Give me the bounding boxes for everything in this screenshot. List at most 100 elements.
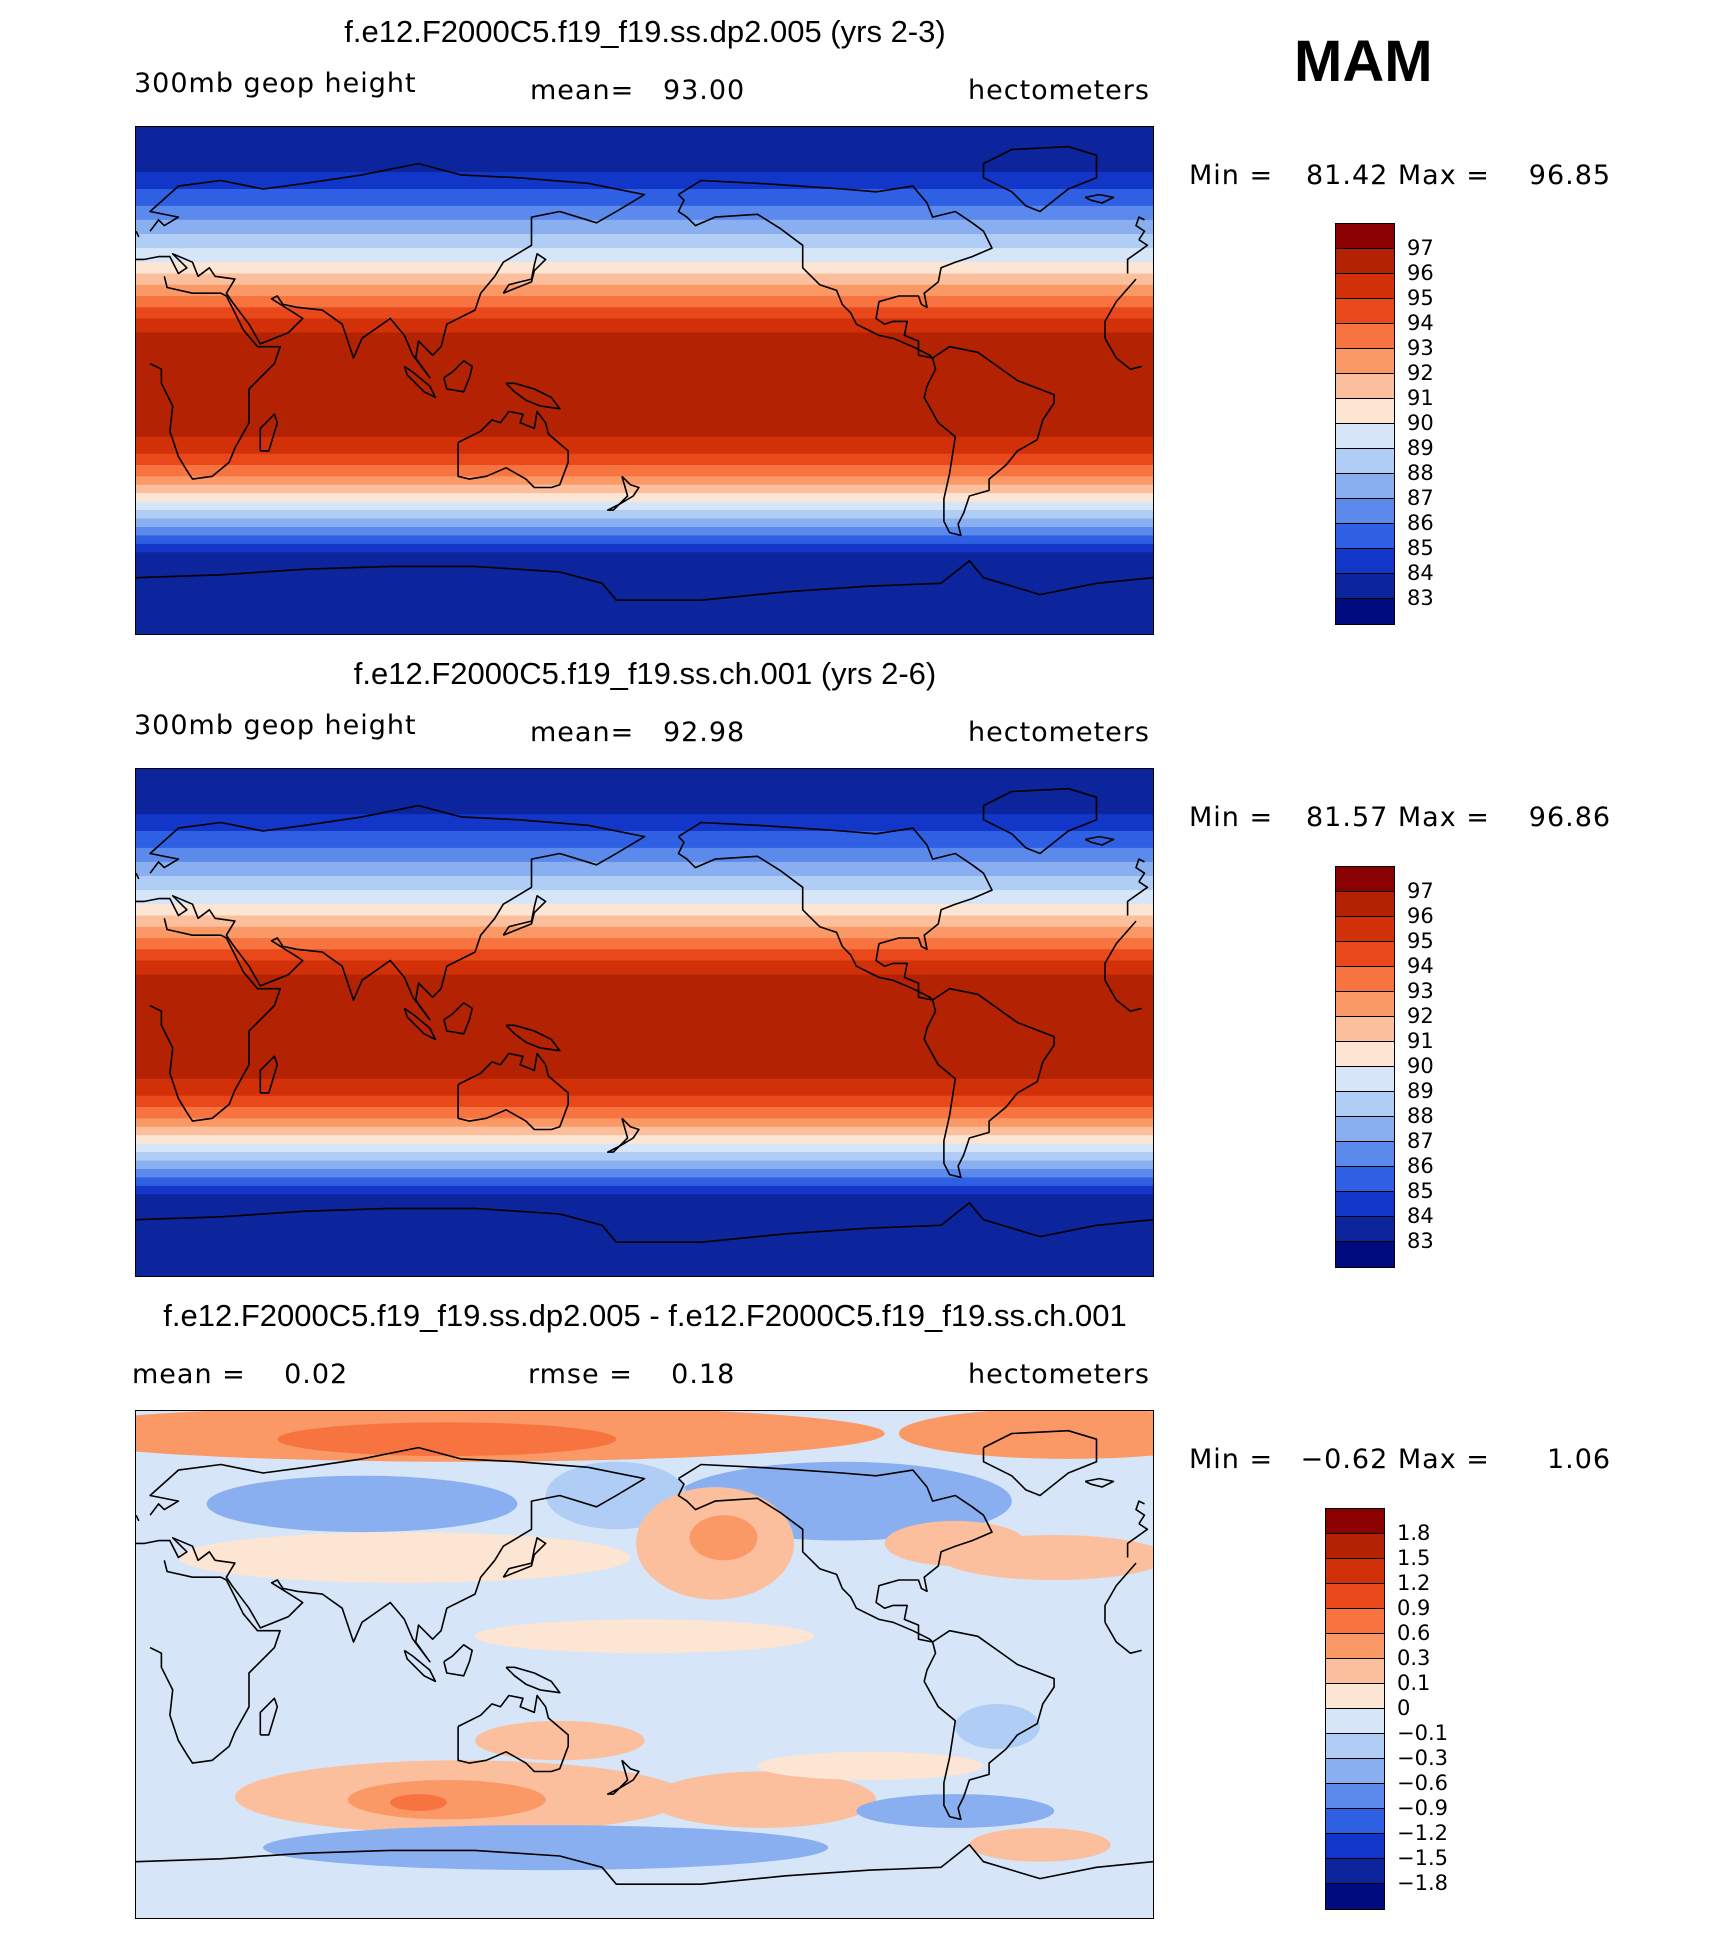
colorbar-label: 89 [1407,436,1434,460]
colorbar-label: 84 [1407,1204,1434,1228]
coastline-madagascar [259,413,279,452]
panel-1-min-label: Min = [1189,160,1274,191]
panel-3-min-label: Min = [1189,1444,1274,1475]
colorbar-segment-0 [1326,1509,1384,1534]
coastline-antarctica-coast [136,560,1153,601]
colorbar-label: 94 [1407,311,1434,335]
panel-1-mean: mean= 93.00 [530,75,746,106]
height-band-2 [136,831,1153,849]
colorbar-label: 91 [1407,1029,1434,1053]
panel-2-title: f.e12.F2000C5.f19_f19.ss.ch.001 (yrs 2-6… [353,656,937,691]
colorbar-label: 95 [1407,929,1434,953]
panel-1-max-value: 96.85 [1528,160,1612,191]
height-field [136,127,1153,634]
difference-anomaly-17 [650,1771,877,1828]
difference-anomaly-18 [475,1720,645,1761]
coastline-africa-2 [1104,337,1142,370]
coastline-new-zealand [607,1117,640,1153]
colorbar-segment-15 [1336,599,1394,624]
height-band-13 [136,332,1153,438]
coastline-new-guinea [505,382,561,410]
panel-3-mean: mean = 0.02 [132,1359,349,1390]
colorbar-label: 1.8 [1397,1521,1431,1545]
coastline-britain-2 [1135,858,1146,883]
colorbar-segment-7 [1326,1684,1384,1709]
difference-field [136,1411,1153,1918]
height-band-20 [136,501,1153,511]
difference-anomaly-13 [941,1535,1153,1580]
difference-anomaly-10 [689,1515,758,1561]
difference-anomaly-23 [856,1794,1055,1828]
colorbar-label: 93 [1407,336,1434,360]
colorbar-segment-9 [1336,449,1394,474]
colorbar-label: −0.9 [1397,1796,1448,1820]
height-band-9 [136,284,1153,297]
height-band-1 [136,814,1153,832]
height-band-22 [136,518,1153,528]
height-band-3 [136,205,1153,221]
colorbar-label: 87 [1407,486,1434,510]
coastline-africa-1 [149,1560,281,1764]
coastline-new-zealand [607,1759,640,1795]
colorbar-segment-9 [1326,1734,1384,1759]
coastline-eurasia-1 [1126,881,1149,916]
difference-anomaly-22 [263,1825,829,1871]
panel-1-max-label: Max = [1397,160,1490,191]
coastline-iceland [1084,1477,1115,1488]
height-band-4 [136,861,1153,877]
coastline-australia [457,410,569,489]
colorbar-label: −0.1 [1397,1721,1448,1745]
coastline-south-america [923,345,1055,537]
panel-2-variable: 300mb geop height [134,710,417,741]
coastline-borneo [443,1644,473,1677]
height-band-18 [136,1126,1153,1136]
height-band-4 [136,219,1153,235]
colorbar-segment-5 [1326,1634,1384,1659]
coastline-britain-2 [1135,216,1146,241]
height-band-23 [136,1169,1153,1179]
colorbar-segment-8 [1336,1067,1394,1092]
panel-1-map-svg [136,127,1153,634]
coastline-africa-1 [149,918,281,1122]
colorbar-segment-10 [1326,1759,1384,1784]
panel-1-title: f.e12.F2000C5.f19_f19.ss.dp2.005 (yrs 2-… [344,14,946,49]
colorbar-segment-15 [1326,1884,1384,1909]
coastline-sumatra [403,365,437,399]
colorbar-label: 85 [1407,536,1434,560]
height-band-1 [136,172,1153,190]
height-band-24 [136,535,1153,545]
panel-1-units: hectometers [968,75,1150,106]
panel-3-minmax: Min = −0.62 Max = 1.06 [1189,1444,1611,1475]
height-band-8 [136,273,1153,286]
coastlines [136,787,1153,1243]
height-band-7 [136,262,1153,275]
colorbar-segment-7 [1336,399,1394,424]
colorbar-segment-13 [1336,1192,1394,1217]
colorbar-segment-8 [1336,424,1394,449]
coastline-borneo [443,1002,473,1035]
coastline-britain-1 [136,1514,140,1522]
colorbar-label: −1.8 [1397,1871,1448,1895]
height-band-14 [136,1078,1153,1097]
coastline-iceland [1084,835,1115,846]
coastline-britain-2 [1135,1500,1146,1525]
colorbar-segment-0 [1336,867,1394,892]
colorbar-label: 87 [1407,1129,1434,1153]
panel-3-title: f.e12.F2000C5.f19_f19.ss.dp2.005 - f.e12… [163,1298,1127,1333]
height-band-5 [136,876,1153,891]
height-band-17 [136,1118,1153,1128]
panel-3-max-label: Max = [1397,1444,1490,1475]
panel-1-colorbar [1335,223,1395,625]
height-band-2 [136,189,1153,207]
colorbar-label: 95 [1407,286,1434,310]
coastline-eurasia-1 [1126,239,1149,274]
panel-1-min-value: 81.42 [1306,160,1389,191]
difference-anomaly-16 [390,1794,447,1811]
colorbar-label: −0.3 [1397,1746,1448,1770]
coastline-africa-0 [1104,1562,1137,1623]
height-band-7 [136,904,1153,917]
height-band-14 [136,436,1153,455]
height-band-0 [136,769,1153,815]
panel-1-minmax: Min = 81.42 Max = 96.85 [1189,160,1611,191]
colorbar-segment-6 [1326,1659,1384,1684]
